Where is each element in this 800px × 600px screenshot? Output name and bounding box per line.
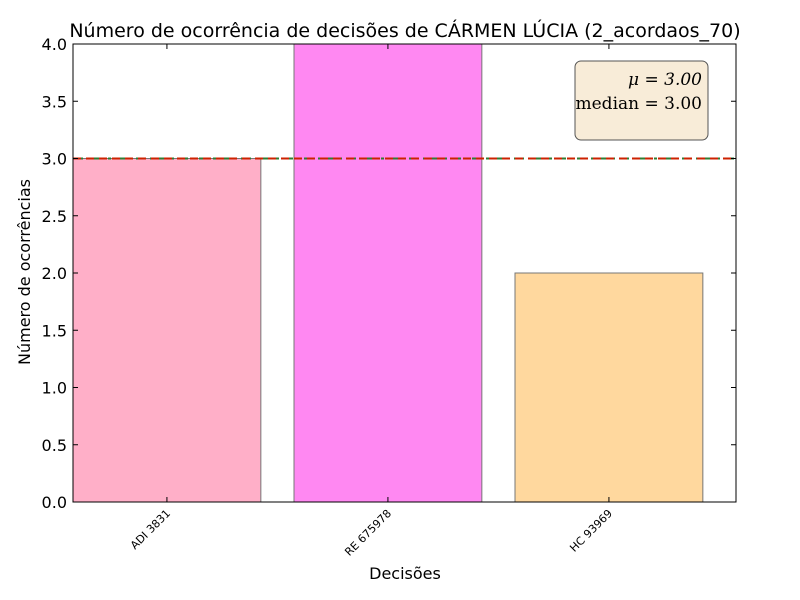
chart-title: Número de ocorrência de decisões de CÁRM… bbox=[69, 18, 740, 42]
plot-area: 0.0 0.5 1.0 1.5 2.0 2.5 3.0 3.5 4.0 ADI 3831 RE 67… bbox=[42, 35, 737, 559]
y-tick-label: 3.0 bbox=[42, 150, 67, 169]
x-tick-label: HC 93969 bbox=[567, 507, 615, 555]
y-tick-label: 0.5 bbox=[42, 436, 67, 455]
bar-adi-3831 bbox=[72, 158, 262, 503]
y-tick-label: 1.5 bbox=[42, 321, 67, 340]
y-axis-label: Número de ocorrências bbox=[15, 179, 34, 365]
y-tick-label: 1.0 bbox=[42, 379, 67, 398]
y-tick-label: 4.0 bbox=[42, 35, 67, 54]
bar-re-675978 bbox=[293, 43, 483, 503]
stats-median-text: median = 3.00 bbox=[576, 94, 703, 114]
x-axis-label: Decisões bbox=[369, 564, 441, 583]
y-tick-label: 2.0 bbox=[42, 264, 67, 283]
y-tick-label: 0.0 bbox=[42, 493, 67, 512]
y-tick-label: 2.5 bbox=[42, 207, 67, 226]
x-tick-label: ADI 3831 bbox=[128, 507, 173, 552]
y-tick-label: 3.5 bbox=[42, 92, 67, 111]
stats-mean-text: μ = 3.00 bbox=[628, 70, 702, 90]
stats-box bbox=[574, 60, 709, 141]
bar-hc-93969 bbox=[514, 272, 704, 503]
x-tick-label: RE 675978 bbox=[342, 507, 394, 559]
